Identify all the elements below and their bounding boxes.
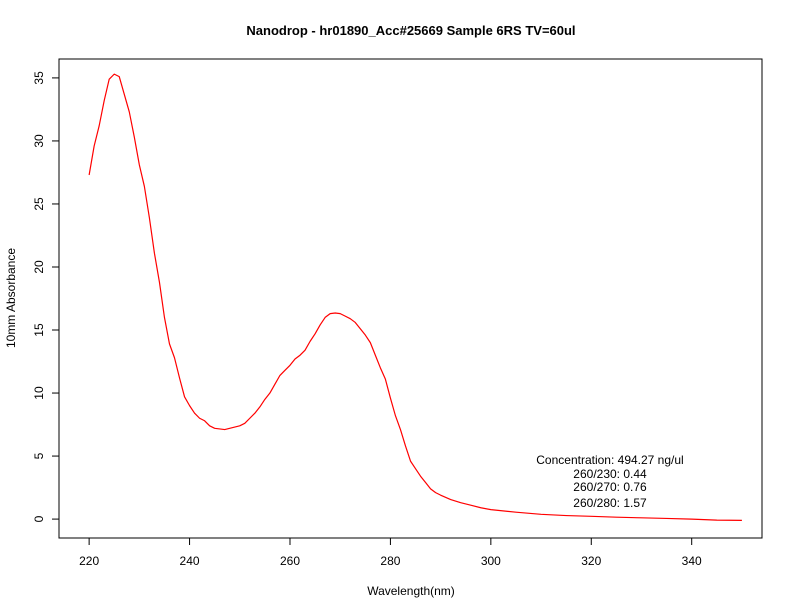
y-tick-label: 25 [32,197,46,211]
x-axis: 220 240 260 280 300 320 340 [79,538,702,568]
annotation-ratio-260-270: 260/270: 0.76 [573,480,647,494]
y-tick-label: 35 [32,71,46,85]
x-tick-label: 340 [682,554,702,568]
y-tick-label: 20 [32,260,46,274]
annotation-ratio-260-280: 260/280: 1.57 [573,496,647,510]
x-tick-label: 260 [280,554,300,568]
plot-frame [58,58,763,539]
annotation-concentration: Concentration: 494.27 ng/ul [536,453,683,467]
x-tick-label: 220 [79,554,99,568]
y-tick-label: 10 [32,386,46,400]
annotation-block: Concentration: 494.27 ng/ul 260/230: 0.4… [536,453,683,510]
y-axis-label: 10mm Absorbance [4,248,18,348]
absorbance-series-line [88,73,742,521]
annotation-ratio-260-230: 260/230: 0.44 [573,467,647,481]
x-tick-label: 280 [380,554,400,568]
y-tick-label: 0 [32,515,46,522]
x-tick-label: 240 [180,554,200,568]
y-tick-label: 15 [32,323,46,337]
series-layer [88,73,742,521]
y-tick-label: 5 [32,452,46,459]
x-tick-label: 320 [581,554,601,568]
chart-title: Nanodrop - hr01890_Acc#25669 Sample 6RS … [246,23,575,38]
y-tick-label: 30 [32,134,46,148]
x-axis-label: Wavelength(nm) [367,584,455,598]
x-tick-label: 300 [481,554,501,568]
y-axis: 0 5 10 15 20 25 30 35 [32,71,59,522]
